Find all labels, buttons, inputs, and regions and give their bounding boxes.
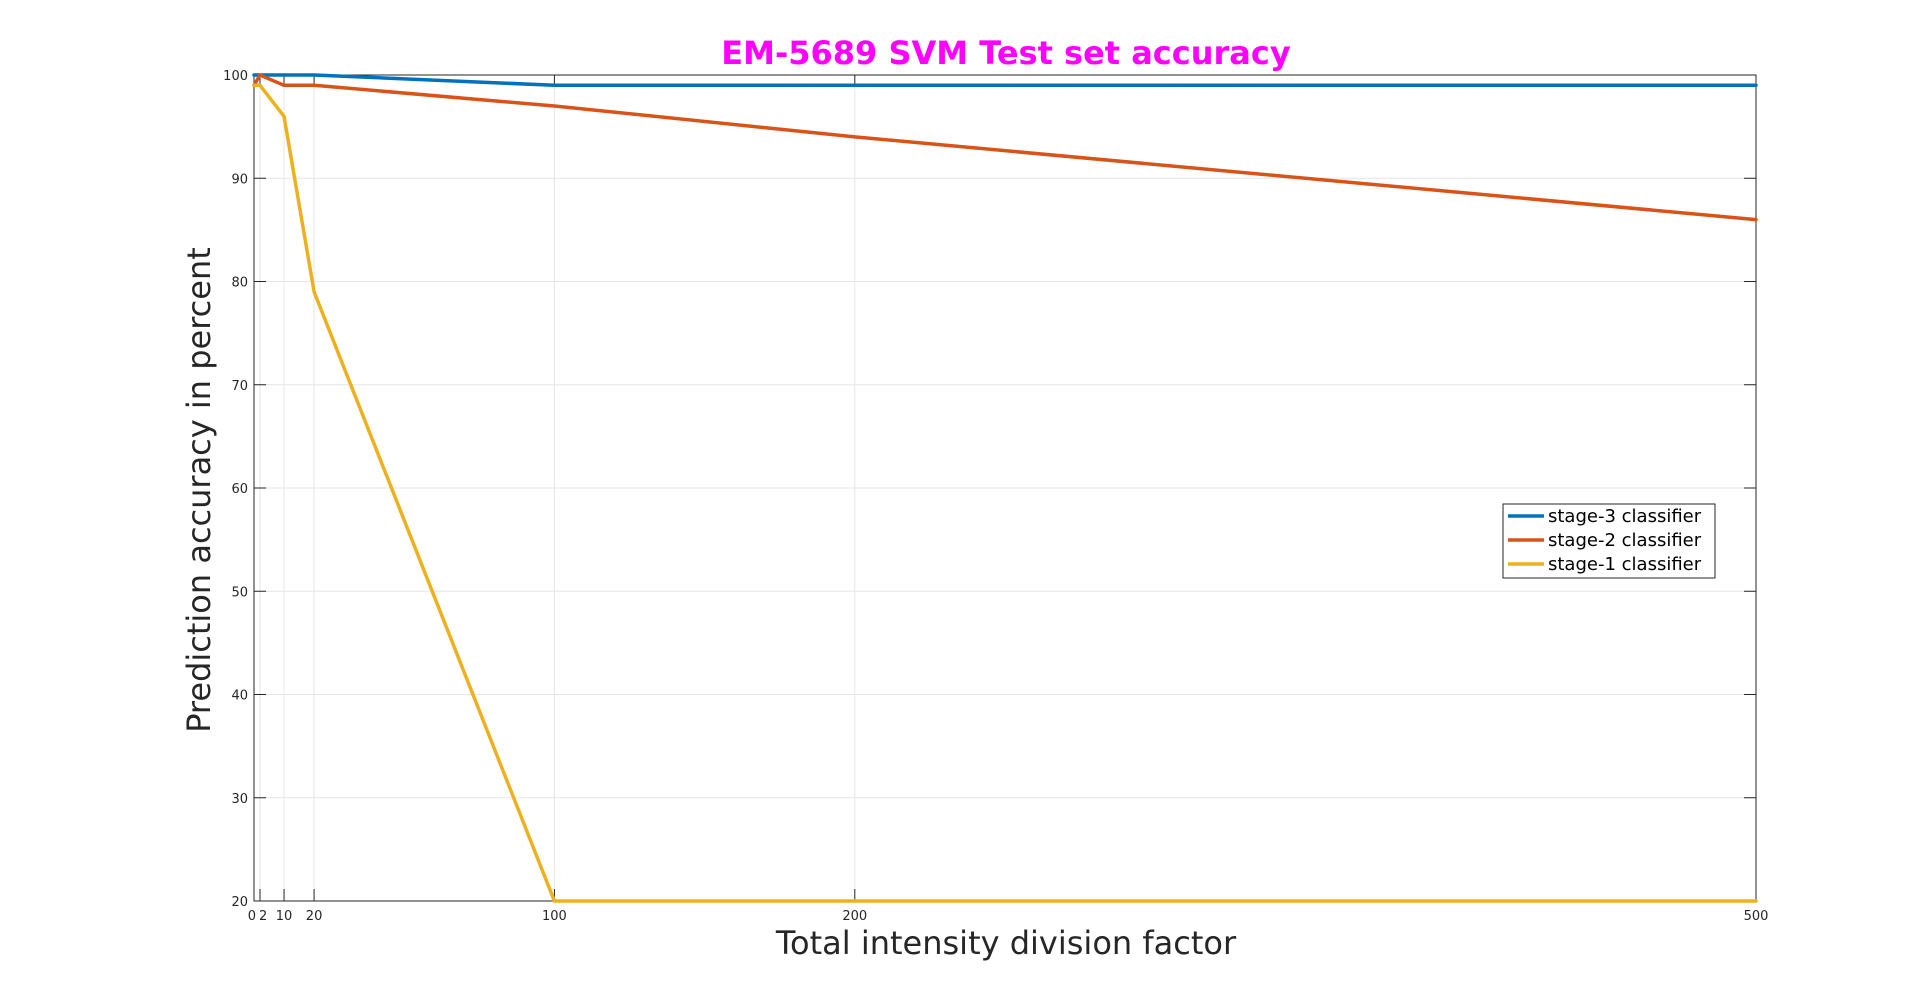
x-tick-label: 0 <box>248 909 256 924</box>
x-tick-label: 2 <box>259 909 267 924</box>
chart-title: EM-5689 SVM Test set accuracy <box>721 34 1291 72</box>
y-tick-label: 90 <box>231 172 248 187</box>
x-tick-label: 10 <box>276 909 293 924</box>
y-tick-labels: 20 30 40 50 60 70 80 90 100 <box>223 69 248 910</box>
series-line-stage-1-classifier <box>252 83 1758 903</box>
y-tick-label: 60 <box>231 482 248 497</box>
y-tick-label: 40 <box>231 689 248 704</box>
y-tick-label: 80 <box>231 276 248 291</box>
series-line-stage-2-classifier <box>252 73 1758 222</box>
x-axis-title: Total intensity division factor <box>775 924 1237 962</box>
y-tick-label: 70 <box>231 379 248 394</box>
grid-lines <box>253 74 1757 902</box>
x-tick-label: 20 <box>306 909 323 924</box>
series-lines <box>252 73 1758 903</box>
x-tick-label: 100 <box>542 909 567 924</box>
x-tick-label: 200 <box>842 909 867 924</box>
y-axis-title: Prediction accuracy in percent <box>180 247 218 733</box>
x-tick-label: 500 <box>1744 909 1769 924</box>
legend: stage-3 classifier stage-2 classifier stag… <box>1502 503 1716 579</box>
y-tick-label: 30 <box>231 792 248 807</box>
legend-entry-label: stage-1 classifier <box>1548 554 1702 575</box>
axis-ticks <box>253 74 1757 902</box>
y-tick-label: 20 <box>231 895 248 910</box>
y-tick-label: 50 <box>231 585 248 600</box>
legend-entry-label: stage-3 classifier <box>1548 506 1702 527</box>
x-tick-labels: 0 2 10 20 100 200 500 <box>248 909 1769 924</box>
y-tick-label: 100 <box>223 69 248 84</box>
legend-entry-label: stage-2 classifier <box>1548 530 1702 551</box>
